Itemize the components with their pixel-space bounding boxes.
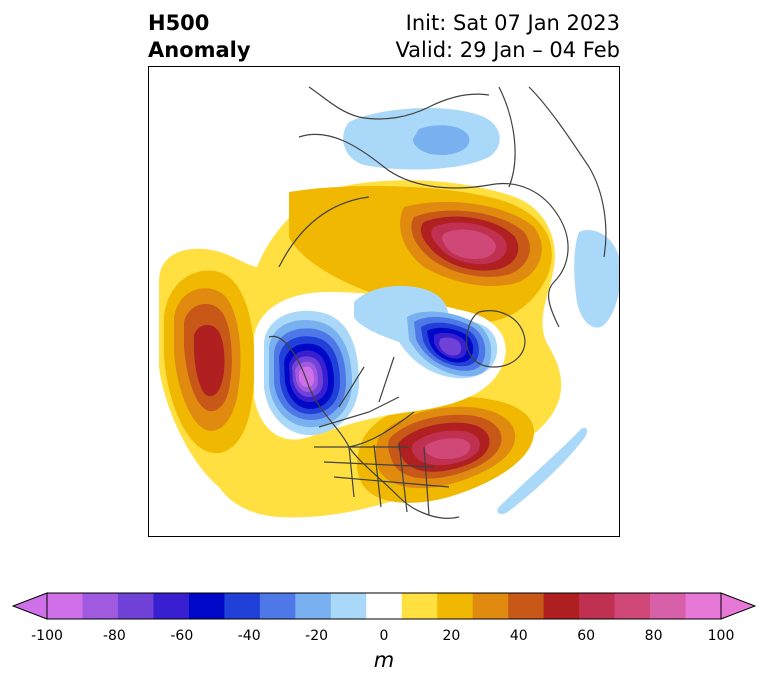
north-africa-trough-20 [413,125,470,155]
colorbar-bin [366,593,403,619]
coastline-greenland [465,310,526,368]
colorbar-unit-label: m [373,648,395,672]
usa-state-grid [314,442,450,516]
anomaly-map [159,86,619,519]
valid-dates: Valid: 29 Jan – 04 Feb [395,38,620,62]
colorbar-tick-label: -100 [31,628,63,644]
colorbar-bin [47,593,83,619]
map-panel [148,66,620,537]
title-line-2: Anomaly [148,38,251,62]
colorbar-bin [650,593,687,619]
colorbar-bin [224,593,261,619]
colorbar-frame [46,592,722,620]
colorbar-bin [579,593,616,619]
arctic-trough-70 [439,337,462,356]
colorbar-tick-label: 100 [707,628,735,644]
colorbar-bin [188,593,225,619]
colorbar-extend-high [720,592,756,620]
colorbar-bin [472,593,509,619]
colorbar-bin [259,593,296,619]
colorbar-bin [614,593,651,619]
colorbar-tick-label: -40 [237,628,261,644]
plot-title: H500 Anomaly [148,10,251,64]
anomaly-field [159,107,619,518]
east-asia-trough-10 [574,230,619,328]
colorbar-tick-label: 60 [577,628,596,644]
canada-provinces [318,356,400,428]
coastline-africa [308,86,490,120]
colorbar-bin [401,593,438,619]
coastline-eurasia [278,133,569,328]
coastline-europe [498,86,607,258]
colorbar-bin [437,593,474,619]
colorbar-tick-label: -80 [102,628,126,644]
colorbar-bin [330,593,367,619]
atlantic-trough-10 [497,427,588,514]
colorbar-tick-label: 40 [509,628,528,644]
colorbar-tick-label: 80 [644,628,663,644]
country-borders [268,86,607,519]
init-date: Init: Sat 07 Jan 2023 [405,11,620,35]
colorbar-tick-label: -20 [305,628,329,644]
colorbar-bin [508,593,545,619]
colorbar-tick-label: 20 [442,628,461,644]
pacific-ridge-60 [194,324,225,397]
colorbar-bin [295,593,332,619]
colorbar-tick-label: 0 [379,628,389,644]
colorbar-bin [685,593,722,619]
eurasia-ridge-80 [442,229,496,259]
title-line-1: H500 [148,11,210,35]
west-na-trough-90 [299,366,314,387]
colorbar [12,592,756,620]
colorbar-bin [117,593,154,619]
colorbar-bin [82,593,119,619]
colorbar-bin [543,593,580,619]
east-na-ridge-80 [425,438,471,459]
forecast-dates: Init: Sat 07 Jan 2023 Valid: 29 Jan – 04… [395,10,620,64]
colorbar-extend-low [12,592,48,620]
colorbar-tick-label: -60 [170,628,194,644]
colorbar-bin [153,593,190,619]
